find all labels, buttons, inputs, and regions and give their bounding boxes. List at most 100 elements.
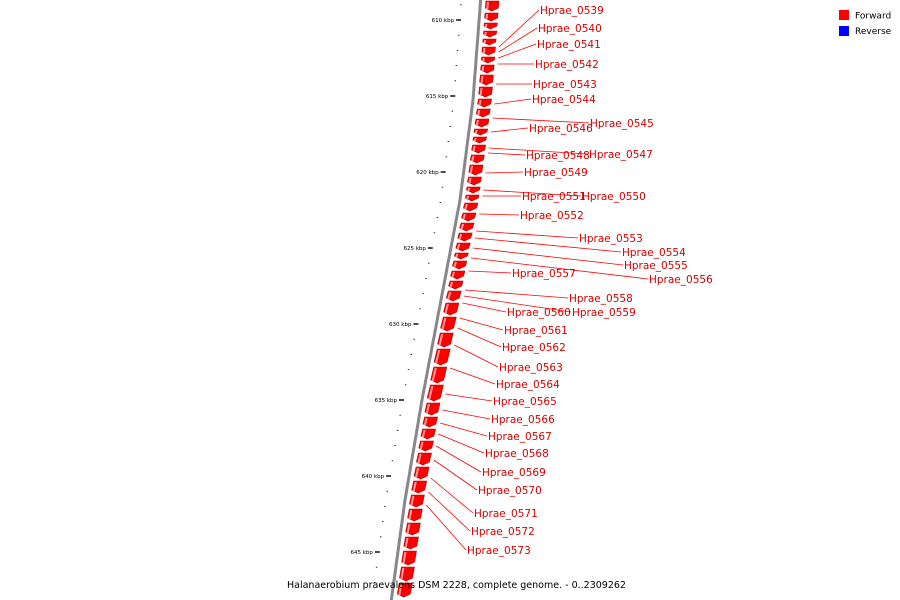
gene-highlight [402, 551, 407, 564]
gene-highlight [473, 137, 477, 142]
gene-label: Hprae_0573 [467, 545, 531, 557]
gene-label: Hprae_0562 [502, 342, 566, 354]
gene-label: Hprae_0541 [537, 39, 601, 51]
gene-highlight [455, 253, 459, 258]
gene-highlight [474, 129, 478, 134]
gene-label: Hprae_0570 [478, 485, 542, 497]
leader-line [463, 295, 572, 313]
legend: Forward Reverse [839, 10, 892, 37]
gene-highlight [449, 281, 454, 288]
gene-highlight [479, 87, 483, 96]
gene-highlight [482, 57, 485, 62]
gene-highlight [451, 271, 455, 278]
gene-highlight [477, 109, 481, 116]
gene-label: Hprae_0564 [496, 379, 560, 391]
label-leaders [426, 9, 649, 551]
gene-highlight [444, 303, 449, 314]
gene-highlight [410, 495, 415, 506]
gene-label: Hprae_0544 [532, 94, 596, 106]
gene-label: Hprae_0567 [488, 431, 552, 443]
gene-labels: Hprae_0539 Hprae_0540 Hprae_0541 Hprae_0542… [467, 5, 713, 557]
leader-line [494, 98, 532, 105]
gene-highlight [471, 155, 475, 162]
leader-line [488, 152, 526, 156]
gene-block [482, 38, 497, 46]
gene-highlight [468, 177, 472, 184]
gene-highlight [458, 233, 463, 240]
gene-highlight [398, 583, 403, 596]
gene-highlight [478, 99, 482, 106]
gene-highlight [486, 1, 489, 10]
gene-highlight [408, 509, 413, 520]
gene-label: Hprae_0565 [493, 396, 557, 408]
gene-highlight [482, 47, 486, 54]
leader-line [464, 289, 569, 299]
tick-label: 635 kbp [375, 398, 398, 404]
leader-line [498, 43, 537, 59]
gene-highlight [456, 243, 461, 250]
gene-label: Hprae_0566 [491, 414, 555, 426]
gene-label: Hprae_0554 [622, 247, 686, 259]
leader-line [490, 127, 529, 133]
genome-caption: Halanaerobium praevalens DSM 2228, compl… [287, 580, 626, 591]
leader-line [476, 230, 579, 239]
tick-label: 620 kbp [416, 170, 439, 176]
genome-backbone [389, 0, 483, 600]
gene-highlight [419, 441, 424, 450]
gene-highlight [406, 523, 411, 534]
gene-label: Hprae_0550 [582, 191, 646, 203]
leader-line [483, 189, 582, 197]
gene-label: Hprae_0548 [526, 150, 590, 162]
gene-label: Hprae_0563 [499, 362, 563, 374]
gene-highlight [412, 481, 417, 492]
leader-line [439, 422, 488, 437]
gene-highlight [441, 317, 447, 330]
gene-highlight [472, 145, 476, 152]
gene-label: Hprae_0545 [590, 118, 654, 130]
gene-highlight [467, 187, 471, 192]
gene-highlight [464, 203, 468, 210]
gene-highlight [421, 429, 426, 438]
leader-line [485, 171, 524, 174]
leader-line [468, 270, 512, 274]
legend-label-reverse: Reverse [855, 27, 892, 37]
tick-label: 645 kbp [350, 550, 373, 556]
gene-highlight [460, 223, 465, 230]
gene-highlight [481, 65, 485, 72]
gene-highlight [400, 567, 405, 580]
backbone-line [389, 0, 483, 600]
leader-line [433, 459, 478, 491]
leader-line [438, 433, 485, 454]
gene-label: Hprae_0569 [482, 467, 546, 479]
gene-label: Hprae_0555 [624, 260, 688, 272]
gene-highlight [404, 537, 409, 548]
leader-line [454, 344, 499, 368]
tick-label: 615 kbp [426, 94, 449, 100]
gene-highlight [435, 349, 441, 364]
gene-label: Hprae_0572 [471, 526, 535, 538]
leader-line [488, 147, 589, 155]
gene-label: Hprae_0557 [512, 268, 576, 280]
leader-line [498, 27, 538, 53]
gene-label: Hprae_0547 [589, 149, 653, 161]
leader-line [498, 9, 540, 48]
leader-line [428, 491, 471, 532]
legend-label-forward: Forward [855, 12, 891, 22]
gene-highlight [438, 333, 444, 346]
leader-line [449, 367, 496, 385]
gene-highlight [415, 467, 420, 478]
gene-highlight [480, 75, 484, 84]
gene-highlight [466, 195, 470, 200]
gene-label: Hprae_0560 [507, 307, 571, 319]
gene-label: Hprae_0568 [485, 448, 549, 460]
gene-label: Hprae_0552 [520, 210, 584, 222]
gene-highlight [485, 13, 489, 20]
leader-line [457, 327, 502, 348]
leader-line [445, 393, 493, 402]
gene-label: Hprae_0571 [474, 508, 538, 520]
gene-highlight [462, 213, 466, 220]
leader-line [462, 302, 507, 313]
gene-highlight [453, 261, 457, 268]
gene-highlight [469, 165, 474, 174]
